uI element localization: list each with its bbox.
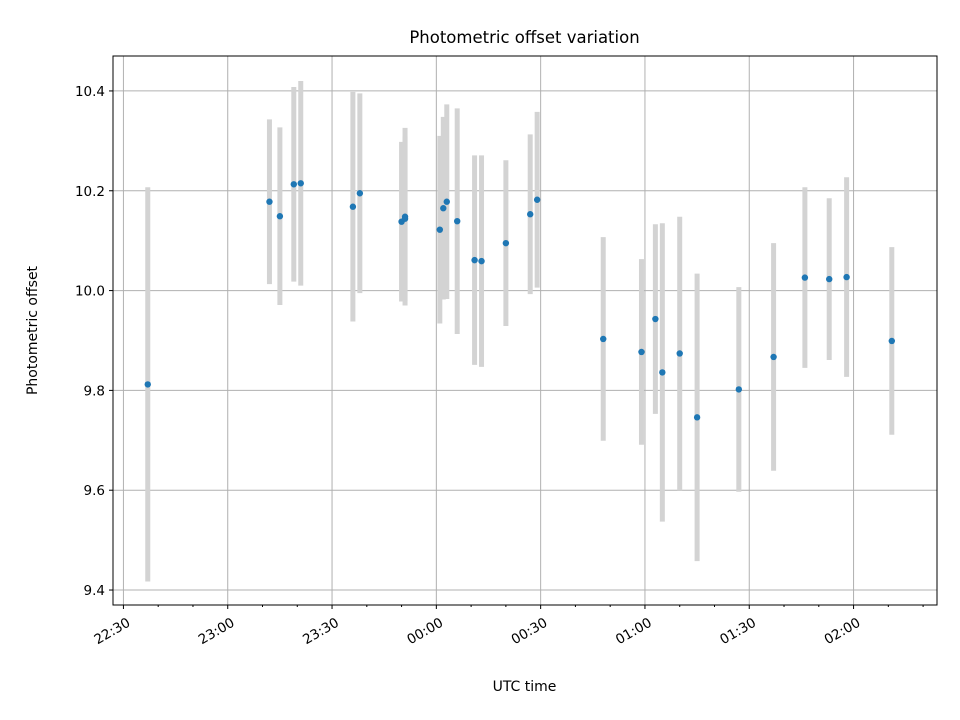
x-axis-label: UTC time [493, 679, 557, 695]
y-axis-label: Photometric offset [25, 265, 41, 395]
data-point [770, 353, 777, 361]
data-point [266, 198, 273, 205]
data-point [826, 275, 833, 283]
y-tick-label: 9.4 [84, 583, 105, 599]
data-point [600, 335, 607, 343]
y-tick-label: 9.6 [84, 483, 105, 499]
x-tick-label: 22:30 [91, 615, 133, 648]
x-tick-label: 23:00 [196, 615, 238, 648]
data-point [502, 239, 510, 247]
data-point [478, 257, 485, 265]
data-point [471, 256, 478, 264]
data-point [440, 205, 447, 212]
point-layer [144, 180, 896, 421]
y-tick-label: 10.2 [75, 184, 105, 200]
x-tick-label: 23:30 [300, 615, 342, 648]
data-point [801, 274, 809, 281]
chart-title: Photometric offset variation [409, 28, 639, 47]
tick-layer: 9.4 9.6 9.8 10.0 10.2 10.4 22:30 23:00 23:30 00:0… [75, 84, 924, 648]
data-point [436, 226, 444, 233]
plot-frame [112, 55, 938, 606]
data-point [297, 180, 304, 187]
errorbar-layer [145, 80, 895, 582]
data-point [735, 386, 743, 393]
data-point [401, 213, 409, 220]
data-point [693, 414, 701, 421]
x-tick-label: 00:30 [509, 615, 551, 648]
y-tick-label: 9.8 [84, 383, 105, 399]
data-point [443, 198, 450, 205]
data-point [652, 315, 659, 323]
data-point [527, 211, 534, 218]
y-tick-label: 10.0 [75, 284, 105, 300]
data-point [276, 213, 284, 220]
grid-layer [113, 56, 937, 605]
x-tick-label: 01:00 [613, 615, 655, 648]
data-point [659, 369, 666, 376]
data-point [843, 273, 850, 281]
data-point [888, 337, 896, 345]
x-tick-label: 02:00 [822, 615, 864, 648]
data-point [144, 381, 151, 388]
data-point [349, 203, 357, 210]
data-point [290, 181, 297, 188]
data-point [638, 348, 645, 356]
data-point [533, 196, 541, 203]
x-tick-label: 00:00 [404, 615, 446, 648]
data-point [356, 190, 364, 197]
data-point [454, 217, 461, 225]
y-tick-label: 10.4 [75, 84, 105, 100]
data-point [676, 350, 683, 357]
x-tick-label: 01:30 [717, 615, 759, 648]
